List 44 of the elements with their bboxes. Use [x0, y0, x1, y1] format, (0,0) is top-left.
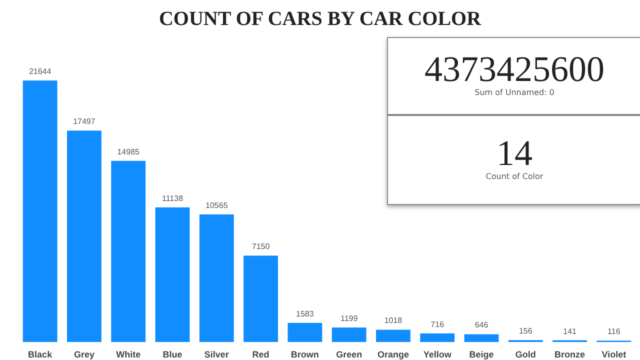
x-tick-label: Green	[336, 350, 362, 360]
data-label: 716	[430, 320, 445, 329]
bar	[155, 207, 190, 342]
data-label: 646	[474, 320, 489, 330]
bar	[464, 334, 499, 342]
data-label: 116	[608, 327, 621, 336]
data-label: 1199	[340, 314, 358, 324]
text: 4373425600	[424, 49, 606, 89]
chart-title: COUNT OF CARS BY CAR COLOR	[158, 8, 482, 30]
bar	[199, 214, 234, 342]
text: Count of Color	[484, 172, 544, 181]
x-tick-label: Silver	[204, 350, 230, 360]
data-label: 14985	[117, 147, 140, 156]
data-label: 1018	[384, 316, 403, 326]
x-tick-label: White	[116, 350, 141, 360]
bar	[67, 130, 102, 342]
x-tick-label: Grey	[74, 350, 94, 360]
x-tick-label: Gold	[515, 350, 536, 360]
data-label: 11138	[162, 194, 184, 203]
data-label: 7150	[252, 242, 270, 252]
bar	[22, 80, 58, 342]
data-label: 156	[518, 326, 533, 336]
x-tick-label: Violet	[602, 350, 626, 360]
text: 14	[496, 133, 532, 173]
bar	[111, 160, 146, 342]
x-tick-label: Brown	[290, 350, 319, 360]
x-tick-label: Red	[252, 350, 270, 360]
x-tick-label: Orange	[377, 350, 409, 360]
x-tick-label: Black	[28, 350, 54, 360]
data-label: 21644	[28, 66, 52, 76]
x-tick-label: Blue	[162, 350, 182, 360]
bar	[288, 322, 322, 342]
data-label: 17497	[73, 117, 96, 126]
x-tick-label: Yellow	[423, 350, 452, 360]
bar	[376, 330, 410, 342]
bar	[332, 328, 366, 342]
data-label: 1583	[296, 309, 314, 318]
x-tick-label: Beige	[469, 350, 494, 360]
data-label: 10565	[206, 200, 228, 210]
x-tick-label: Bronze	[554, 350, 586, 360]
data-label: 141	[563, 326, 578, 336]
bar	[420, 333, 455, 342]
text: Sum of Unnamed: 0	[474, 88, 556, 97]
bar	[244, 256, 278, 342]
